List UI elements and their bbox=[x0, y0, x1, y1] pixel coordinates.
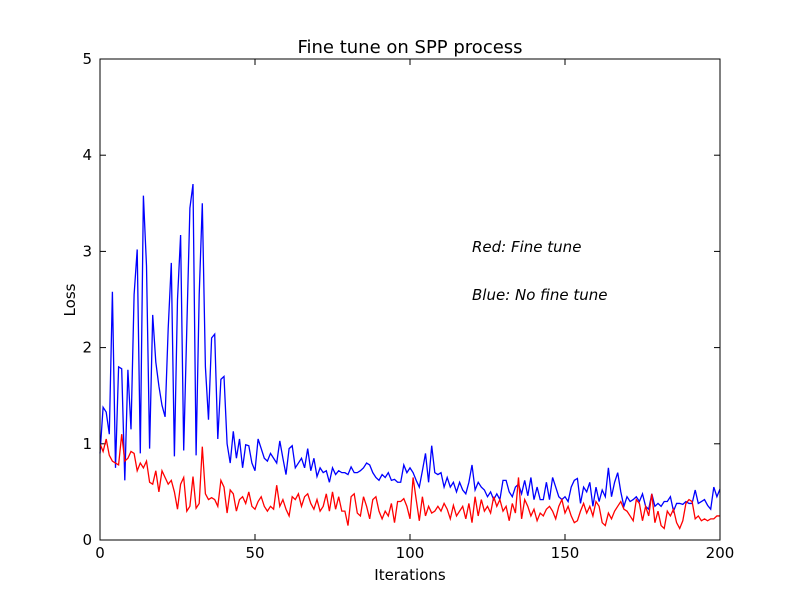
y-tick-label: 5 bbox=[82, 50, 92, 68]
y-tick-label: 2 bbox=[82, 339, 92, 357]
y-tick-label: 3 bbox=[82, 242, 92, 260]
x-axis-label: Iterations bbox=[374, 566, 446, 584]
x-tick-label: 150 bbox=[551, 544, 580, 562]
x-tick-label: 50 bbox=[245, 544, 264, 562]
y-tick-label: 1 bbox=[82, 435, 92, 453]
x-tick-label: 0 bbox=[95, 544, 105, 562]
y-tick-label: 0 bbox=[82, 531, 92, 549]
plot-frame bbox=[99, 58, 721, 541]
x-tick-label: 100 bbox=[396, 544, 425, 562]
annotation: Red: Fine tune bbox=[472, 238, 581, 256]
series-line bbox=[99, 183, 721, 514]
x-tick-label: 200 bbox=[706, 544, 735, 562]
chart-title: Fine tune on SPP process bbox=[297, 37, 522, 58]
y-tick-label: 4 bbox=[82, 146, 92, 164]
y-axis-label: Loss bbox=[61, 283, 79, 316]
annotation: Blue: No fine tune bbox=[472, 286, 608, 304]
series-line bbox=[99, 434, 720, 530]
